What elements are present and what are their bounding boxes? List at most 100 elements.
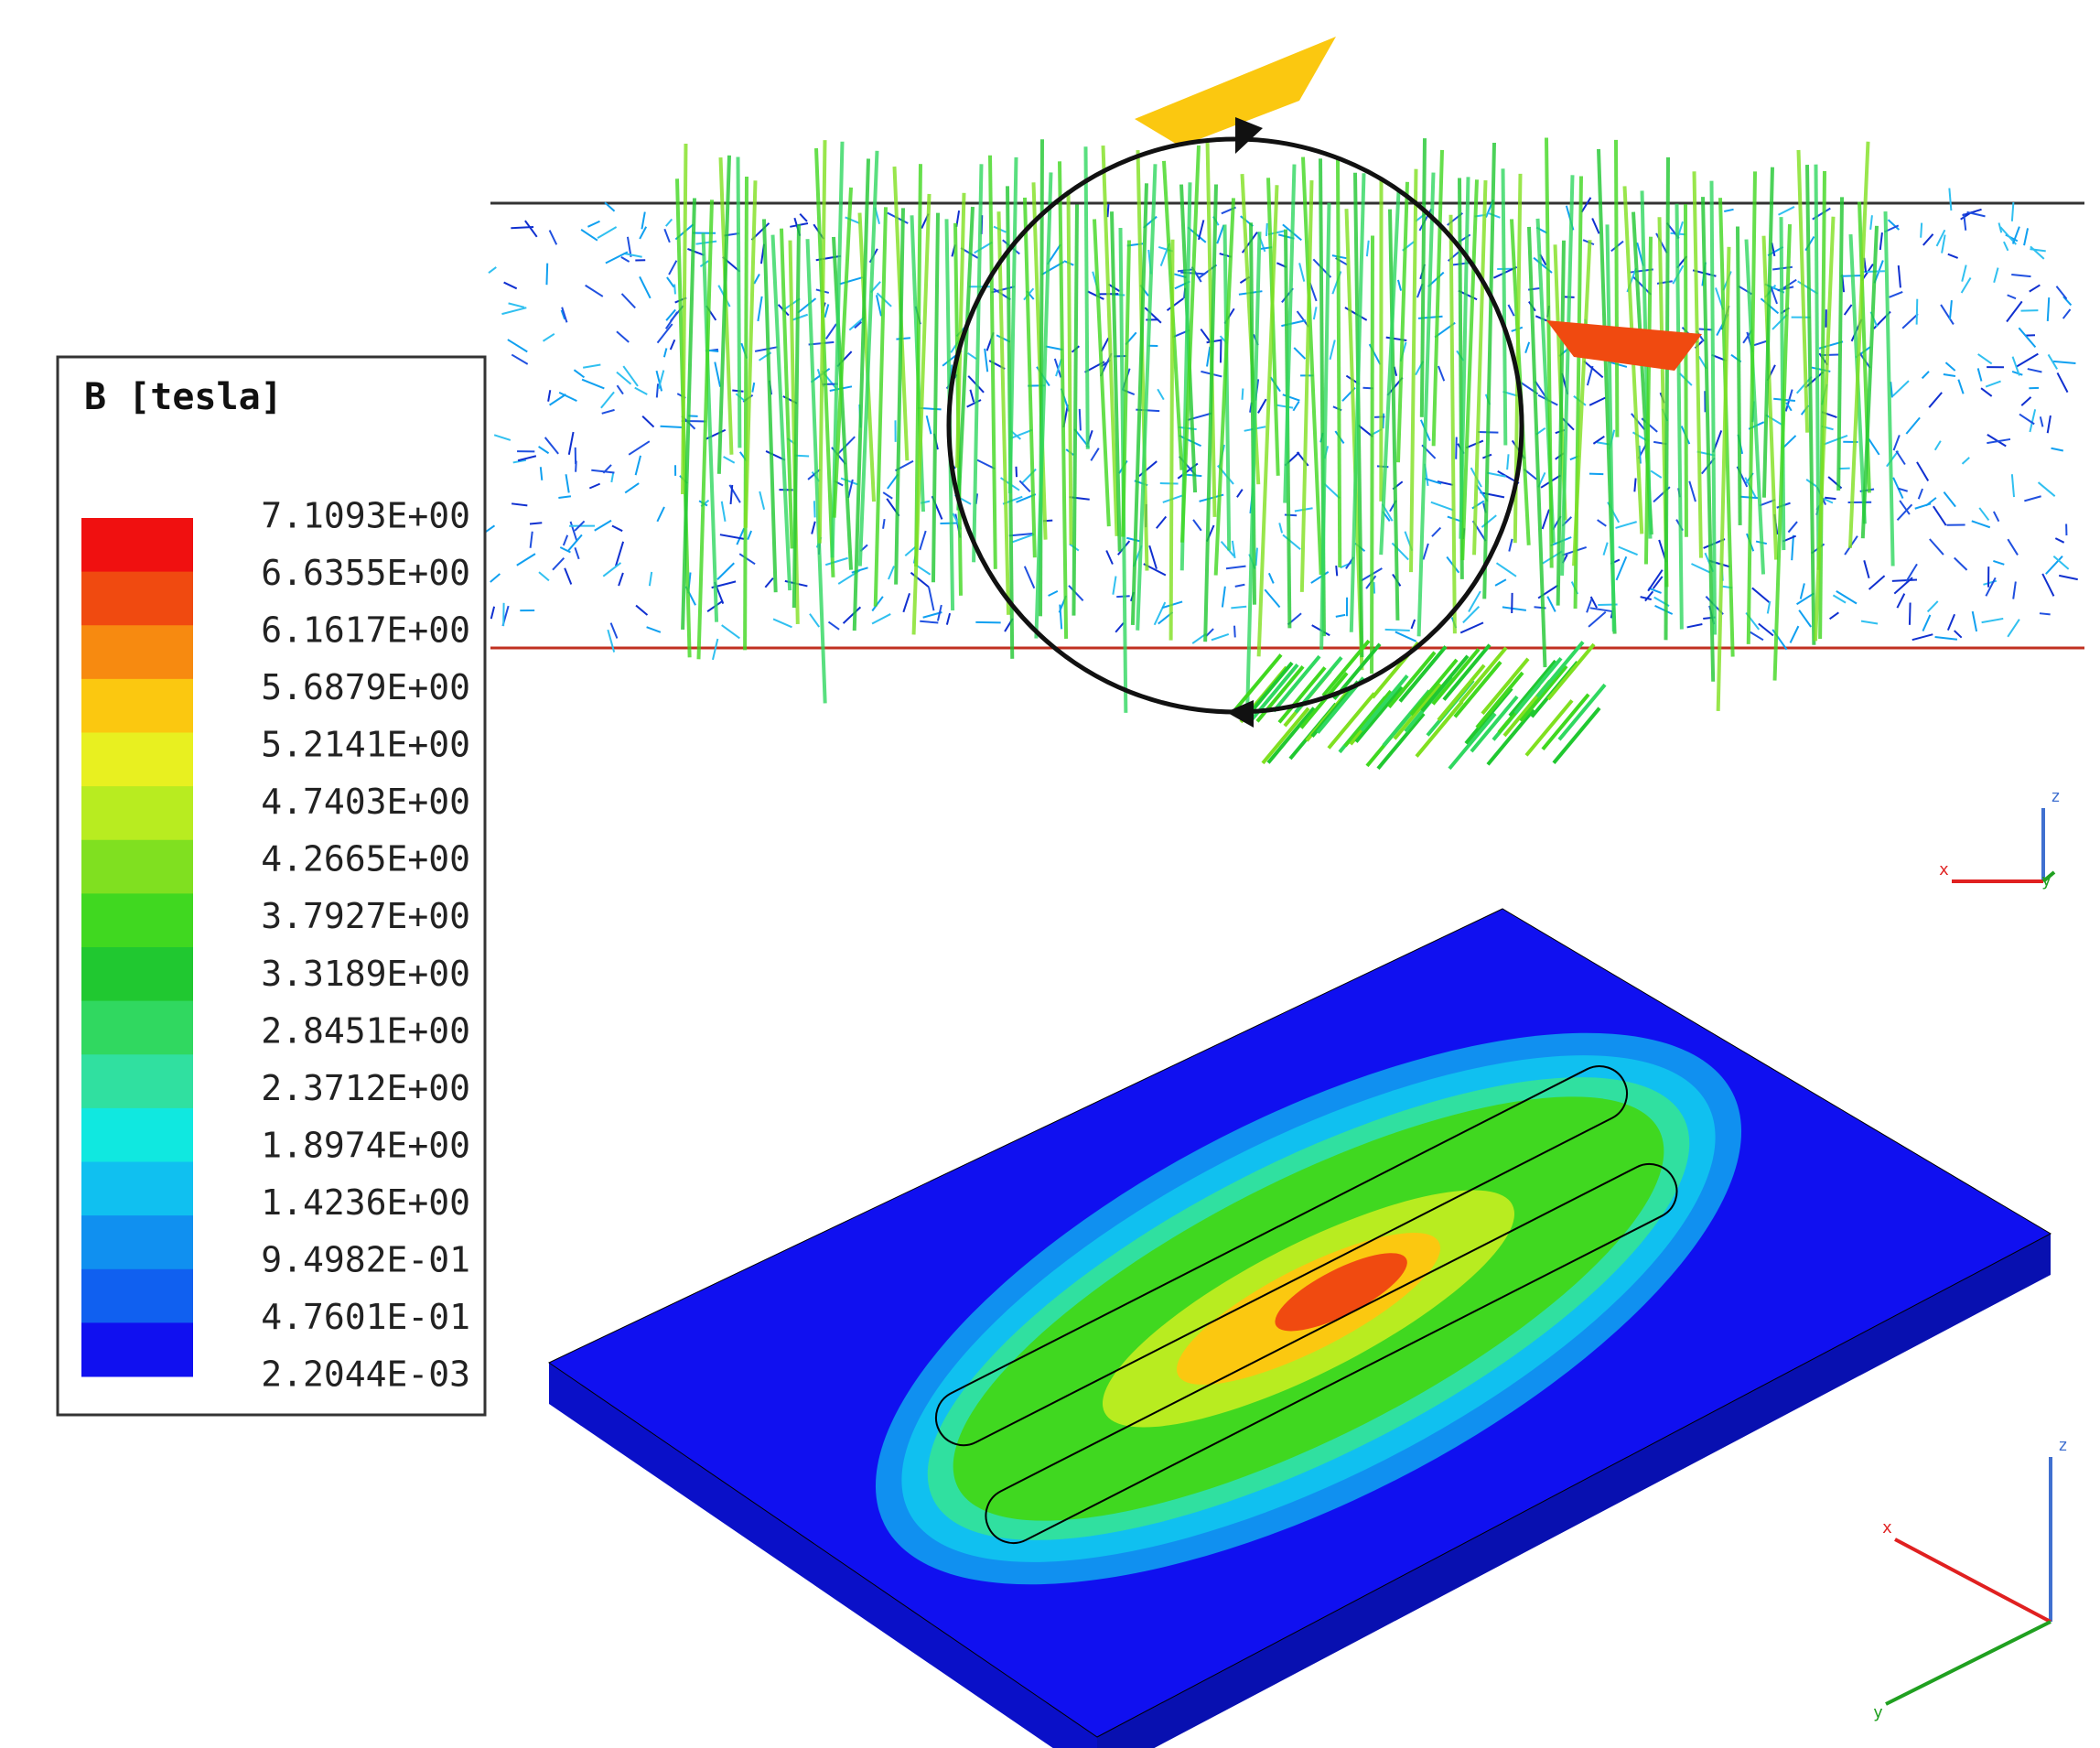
vector	[1100, 337, 1110, 352]
vector	[920, 620, 939, 624]
vector	[1860, 620, 1879, 625]
vector	[1410, 619, 1416, 630]
vector	[716, 155, 731, 474]
vector	[1257, 398, 1267, 414]
axis-label: z	[2058, 1436, 2068, 1455]
vector	[1933, 505, 1947, 526]
vector	[594, 519, 612, 532]
vector	[1761, 167, 1774, 498]
vector	[600, 391, 615, 409]
vector	[1508, 538, 1513, 552]
vector	[1615, 521, 1637, 529]
vector	[1524, 341, 1531, 353]
vector	[1836, 590, 1858, 605]
vector	[840, 477, 858, 486]
level-label: 1.8974E+00	[261, 1125, 470, 1165]
vector	[501, 307, 527, 316]
vector	[2010, 202, 2015, 221]
vector	[1948, 300, 1953, 320]
vector	[743, 176, 748, 651]
vector	[1055, 359, 1062, 377]
vector	[1912, 633, 1933, 642]
vector	[1069, 496, 1090, 501]
color-swatch	[81, 518, 193, 573]
vector	[1796, 592, 1815, 606]
vector	[916, 565, 932, 576]
color-swatch	[81, 786, 193, 841]
vector	[664, 218, 673, 227]
vector	[1541, 509, 1550, 530]
vector	[1896, 503, 1913, 521]
vector	[1977, 353, 1993, 365]
vector	[736, 527, 746, 545]
vector	[1723, 208, 1734, 212]
vector	[1766, 600, 1772, 614]
vector	[1245, 232, 1262, 707]
vector	[871, 613, 891, 625]
level-label: 4.2665E+00	[261, 839, 470, 879]
vector	[1508, 659, 1557, 718]
vector	[1744, 239, 1766, 575]
vector	[1058, 161, 1069, 639]
vector	[2027, 368, 2042, 373]
color-swatch	[81, 1322, 193, 1377]
vector	[1462, 606, 1481, 624]
level-label: 4.7403E+00	[261, 782, 470, 822]
vector	[1929, 538, 1944, 556]
level-label: 3.3189E+00	[261, 954, 470, 994]
vector	[1321, 639, 1371, 697]
vector	[1379, 190, 1401, 556]
vector	[2059, 574, 2078, 581]
vector	[1327, 692, 1376, 750]
vector	[972, 164, 984, 563]
vector	[656, 506, 665, 523]
vector	[1940, 304, 1955, 325]
loop-arrow	[1226, 700, 1254, 728]
vector	[696, 200, 714, 660]
vector	[1546, 642, 1596, 701]
vector	[1018, 480, 1031, 492]
vector	[1602, 542, 1609, 556]
vector	[1276, 404, 1294, 409]
vector	[1365, 240, 1370, 257]
vector	[1836, 197, 1844, 491]
vector	[1654, 604, 1674, 615]
vector	[1506, 454, 1510, 470]
vector	[1615, 556, 1628, 581]
vector	[1948, 188, 1953, 211]
vector	[1736, 226, 1742, 525]
vector	[738, 553, 756, 566]
vector	[931, 212, 940, 583]
vector	[1487, 471, 1506, 478]
vector	[628, 440, 651, 456]
axis-x	[1894, 1538, 2052, 1624]
vector	[1437, 480, 1454, 486]
vector	[573, 369, 586, 379]
vector	[1761, 235, 1779, 560]
vector	[1985, 577, 1997, 597]
vector	[1282, 534, 1301, 550]
vector	[2054, 537, 2065, 544]
vector	[1349, 173, 1366, 632]
vector	[1588, 396, 1606, 406]
vector	[567, 431, 575, 455]
axis-y	[1885, 1620, 2052, 1706]
vector	[1557, 683, 1607, 741]
vector	[1971, 520, 1991, 529]
vector	[1083, 146, 1090, 449]
vector	[887, 473, 899, 490]
vector	[832, 187, 853, 518]
vector	[616, 330, 630, 343]
vector	[1130, 183, 1148, 625]
vector	[1312, 307, 1318, 320]
vector	[1481, 657, 1530, 716]
vector	[1772, 314, 1788, 330]
vector	[1370, 235, 1374, 674]
vector	[2012, 581, 2017, 599]
vector	[974, 241, 993, 254]
vector	[832, 236, 854, 570]
vector	[660, 425, 683, 429]
vector	[2007, 294, 2017, 300]
